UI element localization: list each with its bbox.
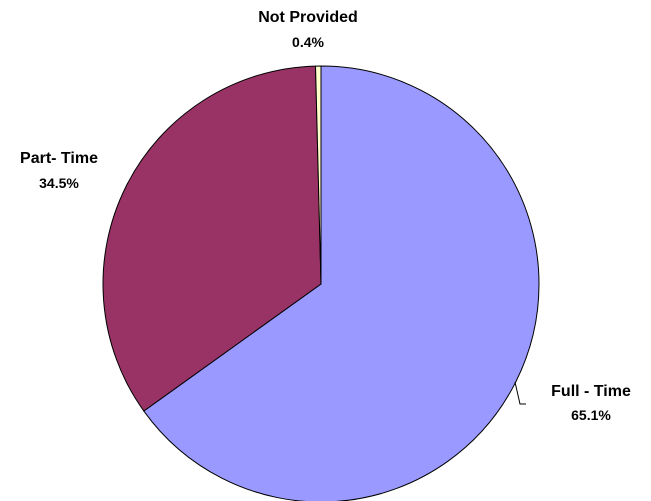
label-not-provided-name: Not Provided bbox=[258, 9, 358, 26]
label-part-time-value: 34.5% bbox=[39, 175, 79, 191]
label-full-time-name: Full - Time bbox=[551, 383, 631, 400]
pie-slice-part-time bbox=[102, 65, 322, 412]
data-label-not-provided: Not Provided 0.4% bbox=[258, 9, 358, 50]
label-part-time-name: Part- Time bbox=[20, 150, 98, 167]
label-full-time-value: 65.1% bbox=[571, 407, 611, 423]
leader-lines bbox=[514, 381, 526, 405]
data-label-part-time: Part- Time 34.5% bbox=[20, 150, 98, 191]
label-not-provided-value: 0.4% bbox=[292, 34, 324, 50]
leader-line-full-time bbox=[514, 381, 526, 405]
pie-slices bbox=[102, 65, 540, 501]
data-label-full-time: Full - Time 65.1% bbox=[551, 383, 631, 423]
pie-slice-not-provided bbox=[315, 65, 322, 285]
